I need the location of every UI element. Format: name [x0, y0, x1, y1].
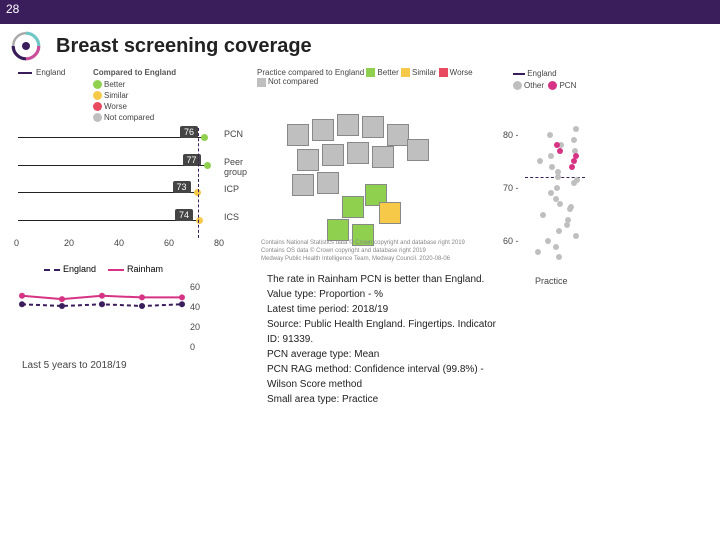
mid-col: Practice compared to England Better Simi…: [257, 68, 497, 407]
page-title: Breast screening coverage: [56, 35, 312, 58]
right-col: EnglandOther PCN60 -70 -80 -Practice: [501, 68, 701, 407]
content: EnglandCompared to EnglandBetterSimilarW…: [0, 68, 720, 407]
map-chart: Practice compared to England Better Simi…: [257, 68, 477, 268]
detail-text: The rate in Rainham PCN is better than E…: [257, 268, 497, 407]
hbar-chart: EnglandCompared to EnglandBetterSimilarW…: [8, 68, 238, 248]
page-number: 28: [6, 2, 19, 16]
logo-icon: [10, 30, 42, 62]
left-col: EnglandCompared to EnglandBetterSimilarW…: [8, 68, 253, 407]
trend-chart: EnglandRainham0204060Last 5 years to 201…: [8, 264, 218, 394]
scatter-chart: EnglandOther PCN60 -70 -80 -Practice: [501, 68, 611, 308]
page-header: 28: [0, 0, 720, 24]
title-row: Breast screening coverage: [0, 24, 720, 68]
